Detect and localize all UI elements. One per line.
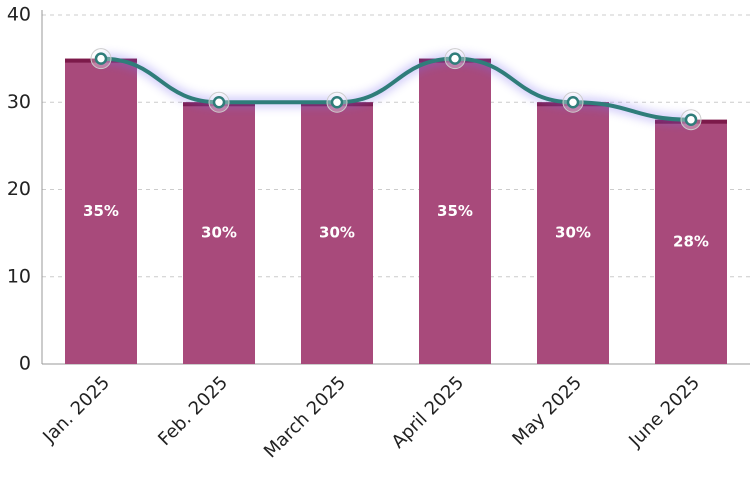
bar (65, 58, 137, 364)
x-tick-label: Feb. 2025 (154, 372, 232, 450)
bar (655, 119, 727, 364)
value-label: 35% (437, 202, 473, 220)
point (448, 52, 462, 65)
y-tick-label: 40 (7, 4, 31, 26)
bar (537, 102, 609, 364)
point (94, 52, 108, 65)
bar (183, 102, 255, 364)
x-tick-label: April 2025 (388, 372, 468, 452)
value-label: 30% (555, 224, 591, 242)
value-label: 30% (201, 224, 237, 242)
x-tick-label: June 2025 (624, 372, 704, 452)
x-tick-label: May 2025 (508, 372, 586, 450)
bar (301, 102, 373, 364)
x-tick-label: Jan. 2025 (38, 372, 114, 448)
point (330, 96, 344, 109)
bar (419, 58, 491, 364)
value-label: 28% (673, 232, 709, 250)
value-label: 35% (83, 202, 119, 220)
y-tick-label: 30 (7, 91, 31, 113)
y-tick-label: 20 (7, 178, 31, 200)
y-tick-label: 10 (7, 265, 31, 287)
y-tick-label: 0 (19, 353, 31, 375)
point (566, 96, 580, 109)
point (212, 96, 226, 109)
value-label: 30% (319, 224, 355, 242)
line (100, 56, 692, 122)
point (684, 113, 698, 126)
x-tick-label: March 2025 (260, 372, 350, 462)
